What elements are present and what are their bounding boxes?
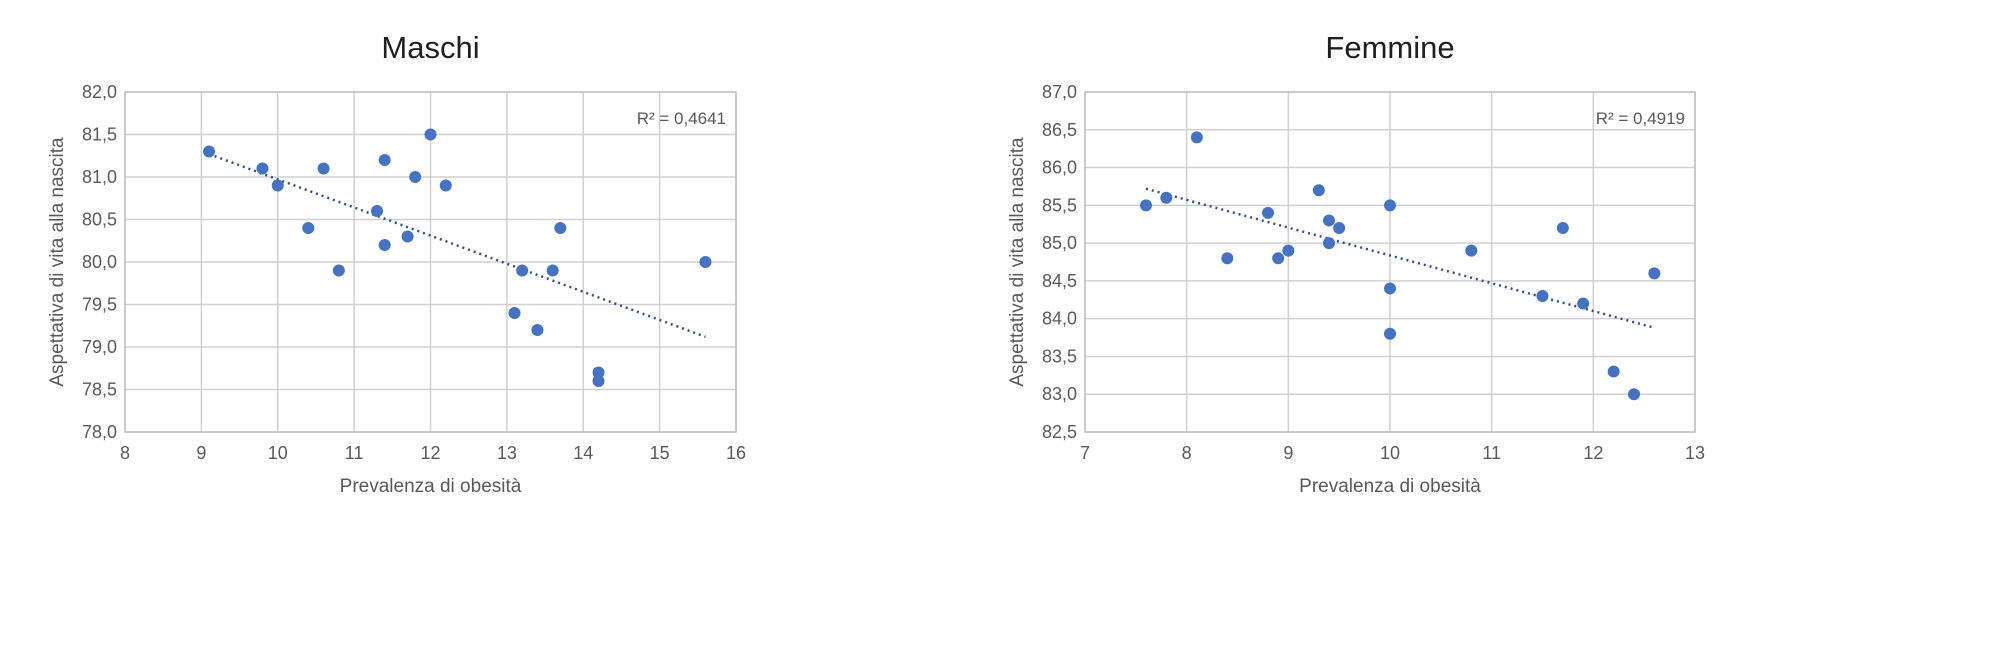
data-point	[378, 239, 391, 251]
data-point	[401, 230, 414, 243]
y-tick-label: 79,5	[82, 295, 117, 315]
data-point	[1384, 199, 1396, 212]
data-point	[554, 222, 567, 234]
x-tick-label: 14	[573, 443, 593, 463]
data-point	[1577, 297, 1590, 310]
data-point	[1556, 222, 1569, 234]
data-point	[1262, 206, 1274, 219]
data-point	[317, 162, 330, 175]
data-point	[424, 128, 437, 141]
chart-title: Maschi	[381, 30, 479, 65]
x-tick-label: 15	[650, 443, 670, 463]
y-tick-label: 81,0	[82, 167, 117, 187]
data-point	[302, 222, 315, 234]
x-tick-label: 13	[1685, 443, 1705, 463]
data-point	[1312, 184, 1325, 197]
y-tick-label: 86,5	[1042, 120, 1077, 140]
x-tick-label: 8	[1182, 443, 1192, 463]
data-point	[1190, 131, 1203, 144]
y-tick-label: 78,5	[82, 380, 117, 400]
data-point	[1323, 237, 1335, 250]
data-point	[1607, 365, 1620, 378]
data-point	[203, 145, 216, 158]
y-tick-label: 80,5	[82, 210, 117, 230]
x-tick-label: 16	[726, 443, 746, 463]
y-axis-label: Aspettativa di vita alla nascita	[47, 137, 68, 387]
data-point	[1221, 252, 1234, 265]
data-point	[1333, 222, 1346, 234]
data-point	[1384, 282, 1396, 295]
data-point	[1648, 267, 1661, 280]
y-tick-label: 79,0	[82, 337, 117, 357]
x-tick-label: 8	[120, 443, 130, 463]
x-tick-label: 9	[1283, 443, 1293, 463]
chart-maschi: Maschi 8 9 10 11 12 13 14 15 16 78,0 78,5 79,0 79,5 8…	[40, 0, 980, 672]
x-tick-label: 10	[1380, 443, 1400, 463]
data-point	[592, 375, 605, 387]
y-tick-label: 85,5	[1042, 195, 1077, 215]
x-tick-label: 13	[497, 443, 517, 463]
data-point	[1160, 191, 1173, 204]
x-axis-label: Prevalenza di obesità	[1299, 476, 1481, 497]
data-point	[531, 324, 544, 336]
data-point	[409, 171, 422, 183]
x-tick-label: 12	[1583, 443, 1603, 463]
y-tick-label: 83,0	[1042, 384, 1077, 404]
plot-area-frame	[1084, 91, 1696, 433]
data-point	[516, 264, 529, 277]
data-point	[371, 205, 384, 217]
chart-femmine-svg: Femmine 7 8 9 10 11 12 13 82,5 83,0 83,5 84,0 84,5 8…	[1007, 30, 1705, 497]
y-tick-label: 82,0	[82, 82, 117, 102]
data-point	[1323, 214, 1335, 227]
y-tick-label: 85,0	[1042, 233, 1077, 253]
x-tick-label: 11	[1482, 443, 1501, 463]
r-squared-label: R² = 0,4919	[1596, 109, 1685, 128]
data-point	[1628, 388, 1640, 401]
x-axis-label: Prevalenza di obesità	[340, 476, 522, 497]
data-point	[1384, 327, 1396, 340]
data-point	[256, 162, 269, 175]
data-point	[592, 366, 605, 379]
data-point	[1465, 244, 1478, 257]
data-point	[699, 256, 712, 268]
plot-area-frame	[124, 91, 737, 433]
data-point	[439, 179, 452, 192]
y-tick-label: 87,0	[1042, 82, 1077, 102]
data-point	[1282, 244, 1295, 257]
y-tick-label: 80,0	[82, 252, 117, 272]
y-tick-label: 81,5	[82, 125, 117, 145]
y-tick-label: 82,5	[1042, 422, 1077, 442]
y-axis-label: Aspettativa di vita alla nascita	[1007, 137, 1028, 387]
data-point	[271, 179, 284, 192]
x-tick-label: 9	[196, 443, 206, 463]
data-point	[1272, 252, 1285, 265]
y-tick-label: 84,5	[1042, 271, 1077, 291]
y-tick-label: 83,5	[1042, 346, 1077, 366]
data-point	[546, 264, 559, 277]
x-tick-label: 12	[420, 443, 440, 463]
trendline	[1145, 187, 1655, 329]
r-squared-label: R² = 0,4641	[637, 109, 726, 128]
chart-title: Femmine	[1325, 30, 1454, 65]
data-point	[1140, 199, 1152, 212]
y-tick-label: 84,0	[1042, 309, 1077, 329]
chart-femmine: Femmine 7 8 9 10 11 12 13 82,5 83,0 83,5 84,0 84,5 8…	[1005, 0, 1945, 672]
y-tick-label: 78,0	[82, 422, 117, 442]
x-tick-label: 7	[1080, 443, 1090, 463]
data-point	[508, 307, 521, 319]
y-tick-label: 86,0	[1042, 158, 1077, 178]
x-tick-label: 10	[268, 443, 288, 463]
x-tick-label: 11	[345, 443, 364, 463]
data-point	[1536, 290, 1549, 302]
data-point	[378, 154, 391, 166]
trendline	[208, 152, 706, 338]
chart-maschi-svg: Maschi 8 9 10 11 12 13 14 15 16 78,0 78,5 79,0 79,5 8…	[47, 30, 746, 497]
data-point	[332, 264, 345, 277]
